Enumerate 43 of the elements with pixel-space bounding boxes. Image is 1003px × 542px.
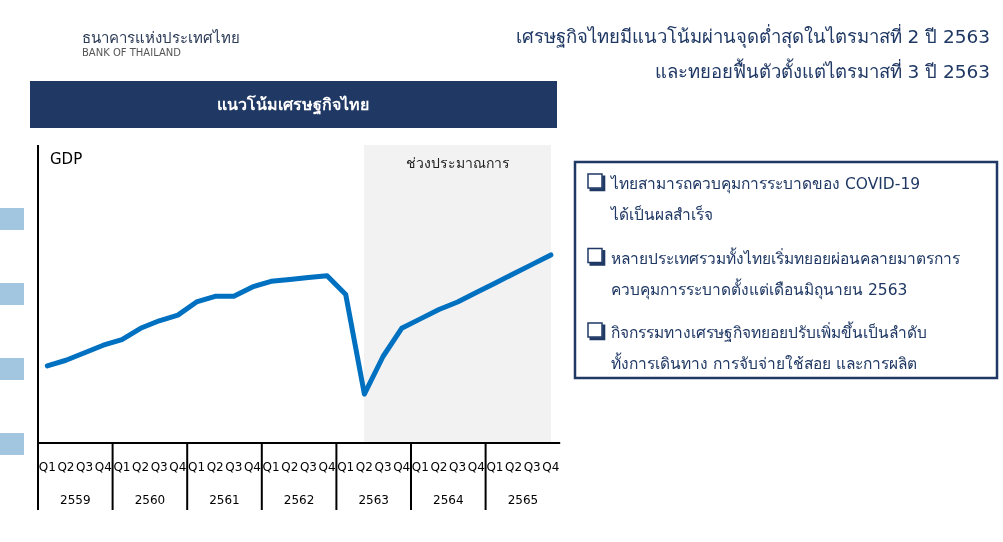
annotation: หลายประเทศรวมทั้งไทยเริ่มทยอยผ่อนคลายมาตรการ ควบคุมการระบาดตั้งแต่เดือนมิถุนายน 2563 — [611, 249, 960, 299]
x-group-label: 2563 — [358, 493, 389, 507]
x-tick: Q2 — [281, 460, 299, 474]
x-tick: Q1 — [411, 460, 429, 474]
x-tick: Q4 — [393, 460, 411, 474]
x-tick: Q3 — [523, 460, 541, 474]
x-tick: Q4 — [467, 460, 485, 474]
annotation: ช่วงประมาณการ — [405, 155, 510, 171]
x-tick: Q1 — [188, 460, 206, 474]
x-tick: Q3 — [449, 460, 467, 474]
annotation: ธนาคารแห่งประเทศไทย — [82, 29, 240, 47]
annotation: GDP — [50, 150, 83, 168]
x-tick: Q1 — [38, 460, 56, 474]
x-tick: Q4 — [243, 460, 261, 474]
x-tick: Q3 — [299, 460, 317, 474]
x-tick: Q2 — [206, 460, 224, 474]
x-group-label: 2559 — [60, 493, 91, 507]
x-tick: Q4 — [542, 460, 560, 474]
x-group-label: 2560 — [134, 493, 166, 507]
x-tick: Q3 — [374, 460, 392, 474]
x-tick: Q2 — [430, 460, 448, 474]
x-tick: Q4 — [94, 460, 112, 474]
x-tick: Q1 — [262, 460, 280, 474]
x-group-label: 2564 — [433, 493, 464, 507]
subtitle: แนวโน้มเศรษฐกิจไทย — [217, 95, 369, 114]
x-tick: Q2 — [57, 460, 75, 474]
x-tick: Q4 — [318, 460, 336, 474]
x-tick: Q1 — [337, 460, 355, 474]
annotation: ไทยสามารถควบคุมการระบาดของ COVID-19 ได้เป็นผลสำเร็จ — [611, 175, 921, 224]
title: เศรษฐกิจไทยมีแนวโน้มผ่านจุดต่ำสุดในไตรมาสที่ 2 ปี 2563 และทยอยฟื้นตัวตั้งแต่ไตรมาสที่ 3 ปี 2563 — [515, 26, 990, 82]
x-tick: Q1 — [486, 460, 504, 474]
x-group-label: 2562 — [283, 493, 315, 507]
x-tick: Q1 — [113, 460, 131, 474]
x-tick: Q3 — [150, 460, 168, 474]
x-tick: Q3 — [225, 460, 243, 474]
x-tick: Q2 — [132, 460, 150, 474]
x-tick: Q3 — [76, 460, 94, 474]
annotation: BANK OF THAILAND — [82, 47, 181, 58]
x-tick: Q2 — [505, 460, 523, 474]
x-group-label: 2565 — [507, 493, 539, 507]
x-group-label: 2561 — [209, 493, 240, 507]
x-tick: Q4 — [169, 460, 187, 474]
x-tick: Q2 — [355, 460, 373, 474]
